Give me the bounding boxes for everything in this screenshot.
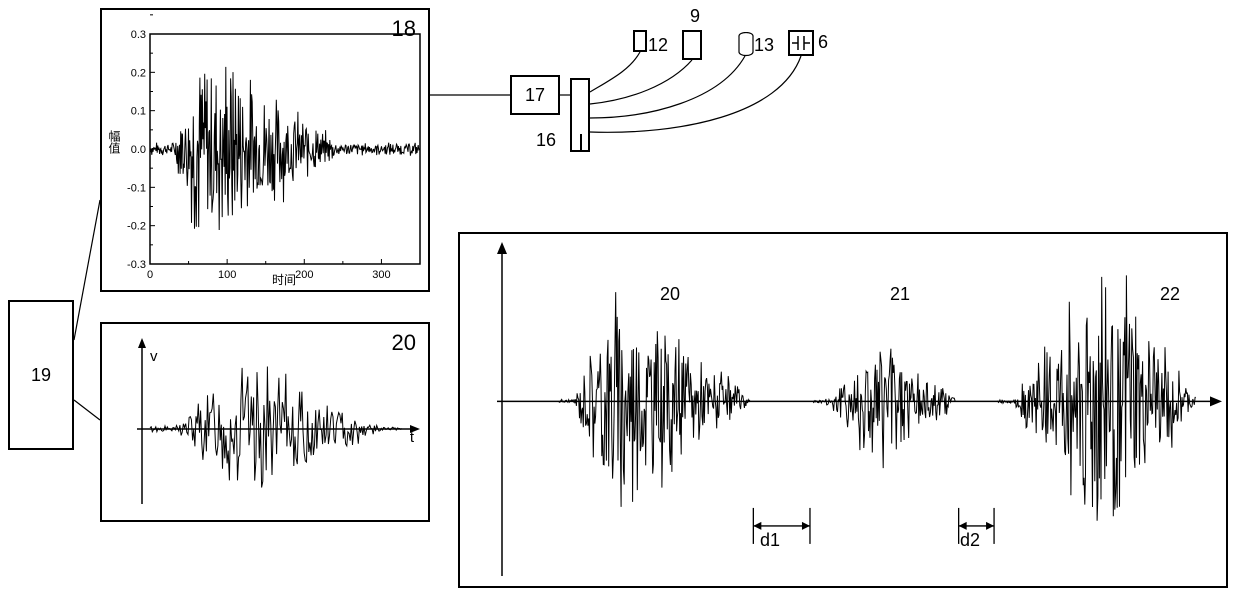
big-sig20-label: 20	[660, 284, 680, 305]
svg-text:100: 100	[218, 269, 236, 281]
svg-text:-0.3: -0.3	[127, 259, 146, 271]
sensor-9-label: 9	[690, 6, 700, 27]
big-panel: 20 21 22 d1 d2	[458, 232, 1228, 588]
svg-text:0: 0	[147, 269, 153, 281]
big-sig21-label: 21	[890, 284, 910, 305]
sensor-9	[682, 30, 702, 60]
top-connections	[0, 0, 900, 170]
sensor-12	[633, 30, 647, 52]
sensor-13-label: 13	[754, 35, 774, 56]
panel-20-plot	[102, 324, 432, 524]
d2-label: d2	[960, 530, 980, 551]
svg-text:300: 300	[372, 269, 390, 281]
sensor-6-label: 6	[818, 32, 828, 53]
panel-18-xlabel: 时间	[272, 271, 296, 288]
svg-text:-0.1: -0.1	[127, 182, 146, 194]
sensor-6	[788, 30, 814, 56]
panel-20: 20 v t	[100, 322, 430, 522]
d1-label: d1	[760, 530, 780, 551]
svg-text:200: 200	[295, 269, 313, 281]
capacitor-icon	[790, 32, 812, 54]
svg-text:-0.2: -0.2	[127, 221, 146, 233]
big-panel-plot	[460, 234, 1230, 590]
sensor-13-icon	[738, 32, 754, 58]
sensor-12-label: 12	[648, 35, 668, 56]
big-sig22-label: 22	[1160, 284, 1180, 305]
